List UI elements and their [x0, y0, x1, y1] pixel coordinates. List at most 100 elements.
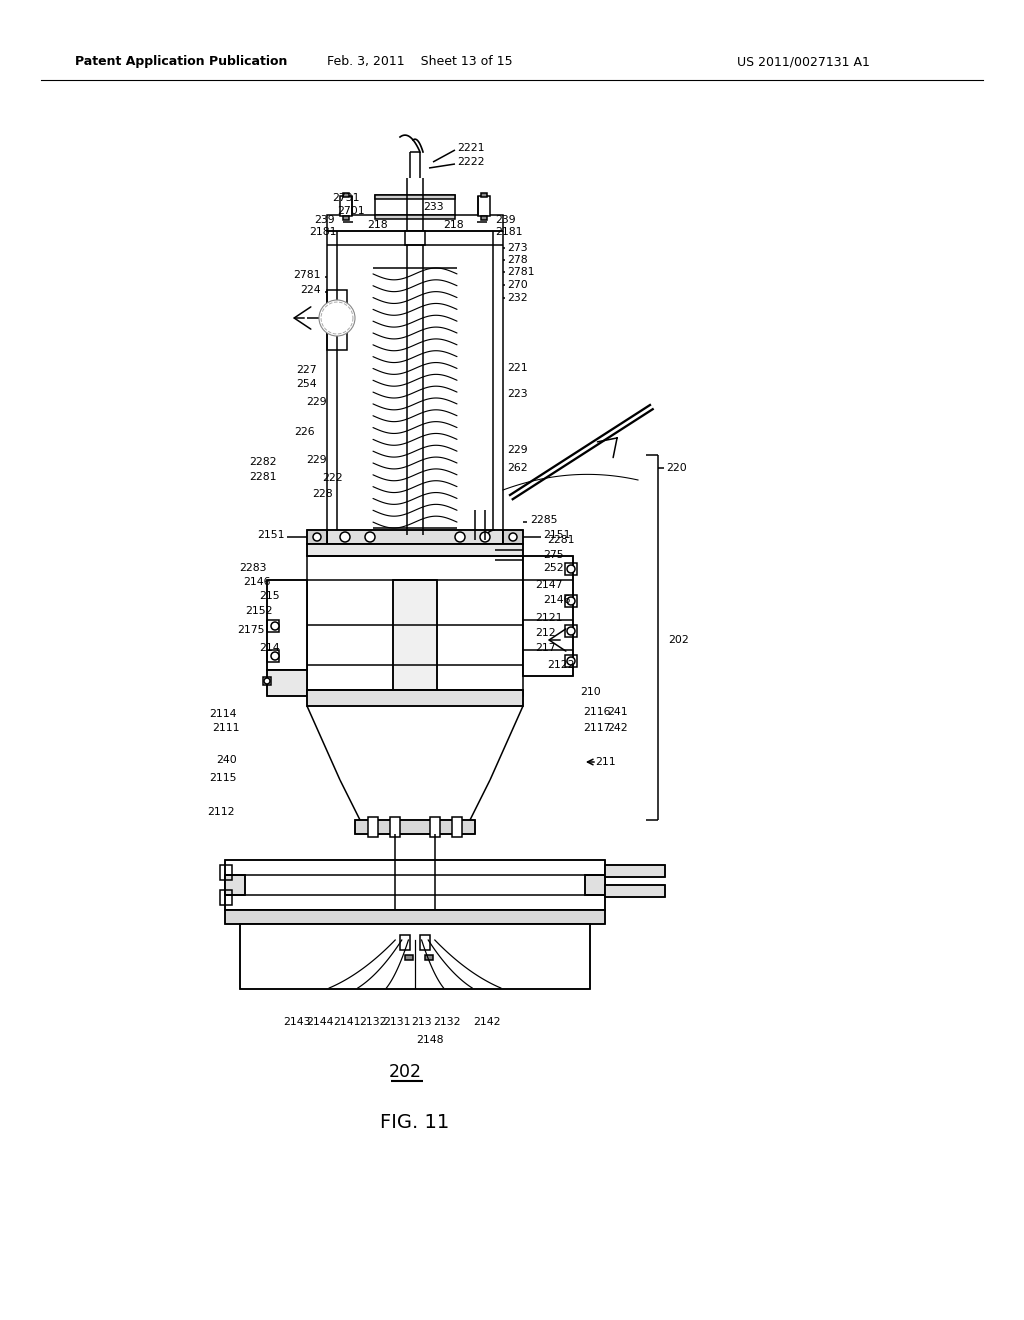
- Circle shape: [271, 652, 279, 660]
- Bar: [406, 231, 425, 246]
- Bar: [225, 909, 605, 924]
- Bar: [452, 817, 462, 837]
- Bar: [267, 671, 307, 696]
- Text: 2111: 2111: [213, 723, 240, 733]
- Text: Feb. 3, 2011    Sheet 13 of 15: Feb. 3, 2011 Sheet 13 of 15: [328, 55, 513, 69]
- Circle shape: [313, 533, 321, 541]
- Bar: [240, 924, 590, 989]
- Circle shape: [455, 532, 465, 543]
- Circle shape: [319, 300, 355, 337]
- Circle shape: [480, 532, 490, 543]
- Text: 217: 217: [535, 643, 556, 653]
- Text: 2142: 2142: [473, 1016, 501, 1027]
- Text: 211: 211: [595, 756, 615, 767]
- Bar: [375, 215, 455, 219]
- Text: 214: 214: [259, 643, 280, 653]
- Text: 2121: 2121: [535, 612, 562, 623]
- Bar: [267, 579, 307, 671]
- Bar: [307, 690, 523, 706]
- Bar: [565, 595, 577, 607]
- Bar: [400, 935, 410, 950]
- Bar: [565, 624, 577, 638]
- Bar: [523, 556, 573, 676]
- Bar: [267, 649, 279, 663]
- Text: 202: 202: [668, 635, 689, 645]
- Bar: [307, 531, 327, 544]
- Text: 2151: 2151: [543, 531, 570, 540]
- Bar: [307, 556, 523, 696]
- Circle shape: [567, 657, 575, 665]
- Circle shape: [271, 622, 279, 630]
- Text: 2148: 2148: [416, 1035, 443, 1045]
- Text: 275: 275: [543, 550, 563, 560]
- Text: 2281: 2281: [547, 535, 574, 545]
- Bar: [393, 579, 437, 690]
- Bar: [267, 579, 307, 671]
- Text: 226: 226: [294, 426, 315, 437]
- Bar: [503, 531, 523, 544]
- Text: 2122: 2122: [547, 660, 574, 671]
- Bar: [343, 193, 349, 197]
- Text: 2282: 2282: [250, 457, 278, 467]
- Text: 2181: 2181: [495, 227, 522, 238]
- Bar: [327, 531, 503, 544]
- Bar: [565, 655, 577, 667]
- Circle shape: [365, 532, 375, 543]
- Bar: [420, 935, 430, 950]
- Text: 2285: 2285: [530, 515, 557, 525]
- Circle shape: [567, 627, 575, 635]
- Bar: [393, 579, 437, 690]
- Bar: [605, 865, 665, 876]
- Text: 2701: 2701: [337, 206, 365, 216]
- Text: US 2011/0027131 A1: US 2011/0027131 A1: [737, 55, 870, 69]
- Bar: [406, 954, 413, 960]
- Circle shape: [567, 597, 575, 605]
- Text: 2114: 2114: [210, 709, 237, 719]
- Text: 2117: 2117: [583, 723, 610, 733]
- Text: 2146: 2146: [543, 595, 570, 605]
- Text: 2781: 2781: [294, 271, 321, 280]
- Circle shape: [340, 532, 350, 543]
- Text: 2131: 2131: [383, 1016, 411, 1027]
- Text: 218: 218: [367, 220, 387, 230]
- Text: 2222: 2222: [457, 157, 484, 168]
- Text: 210: 210: [580, 686, 601, 697]
- Bar: [225, 861, 605, 909]
- Bar: [327, 215, 503, 231]
- Text: 224: 224: [300, 285, 321, 294]
- Text: Patent Application Publication: Patent Application Publication: [75, 55, 288, 69]
- Bar: [307, 544, 523, 556]
- Text: 229: 229: [306, 455, 327, 465]
- Text: FIG. 11: FIG. 11: [380, 1113, 450, 1131]
- Bar: [430, 817, 440, 837]
- Bar: [375, 195, 455, 215]
- Text: 262: 262: [507, 463, 527, 473]
- Text: 2221: 2221: [457, 143, 484, 153]
- Text: 242: 242: [607, 723, 628, 733]
- Text: 212: 212: [535, 628, 556, 638]
- Bar: [585, 875, 605, 895]
- Text: 240: 240: [216, 755, 237, 766]
- Text: 2151: 2151: [257, 531, 285, 540]
- Bar: [340, 195, 352, 216]
- Text: 2116: 2116: [583, 708, 610, 717]
- Text: 254: 254: [296, 379, 317, 389]
- Text: 2143: 2143: [284, 1016, 310, 1027]
- Bar: [267, 620, 279, 632]
- Bar: [327, 531, 503, 544]
- Bar: [585, 875, 605, 895]
- Text: 229: 229: [306, 397, 327, 407]
- Bar: [368, 817, 378, 837]
- Text: 241: 241: [607, 708, 628, 717]
- Text: 2112: 2112: [208, 807, 234, 817]
- Text: 278: 278: [507, 255, 527, 265]
- Bar: [503, 531, 523, 544]
- Bar: [355, 820, 475, 834]
- Text: 220: 220: [666, 463, 687, 473]
- Bar: [481, 193, 487, 197]
- Text: 221: 221: [507, 363, 527, 374]
- Text: 215: 215: [259, 591, 280, 601]
- Text: 2175: 2175: [238, 624, 265, 635]
- Text: 270: 270: [507, 280, 527, 290]
- Bar: [478, 195, 490, 216]
